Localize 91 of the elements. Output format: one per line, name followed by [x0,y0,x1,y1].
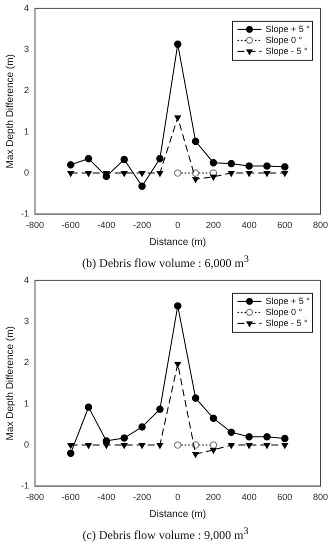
x-tick-label: -600 [62,492,80,502]
point [156,442,164,449]
point [282,442,288,449]
point [174,40,182,48]
x-tick-label: -200 [133,220,152,230]
point [85,170,92,177]
point [174,115,182,122]
point [138,182,146,190]
point [281,163,289,171]
point [210,448,217,454]
x-tick-label: 200 [206,492,221,502]
x-tick-label: 0 [175,492,180,502]
point [103,442,110,449]
y-tick-label: -1 [20,208,29,219]
x-tick-label: -800 [26,220,44,230]
text: (c) Debris flow volume : 9,000 m$^{3}$ [82,525,250,544]
point [120,170,128,177]
point [245,162,253,170]
point [67,442,74,449]
y-tick-label: 0 [24,168,29,178]
x-tick-label: -600 [62,220,80,230]
point [192,394,200,402]
x-tick-label: 600 [277,220,292,230]
point [264,442,270,449]
legend-label: Slope - 5 ° [265,318,308,328]
point [228,442,235,449]
y-tick-label: -1 [20,480,29,491]
point [138,423,146,431]
point [246,442,252,449]
point [282,170,288,177]
y-axis-title: Max Depth Difference (m) [4,326,16,440]
x-tick-label: 400 [242,492,257,502]
point [156,406,164,413]
y-tick-label: 3 [24,44,29,54]
y-tick-label: 4 [24,2,29,13]
x-tick-label: 800 [312,220,328,230]
point [138,442,146,449]
point [192,177,199,183]
point [84,154,92,162]
x-tick-label: 0 [175,220,180,230]
point [246,170,252,177]
x-tick-label: 400 [242,220,257,230]
x-tick-label: 800 [312,492,328,502]
x-tick-label: 600 [277,492,292,502]
y-tick-label: 2 [24,85,29,96]
point [120,156,128,164]
x-tick-label: -400 [97,220,116,230]
point [228,428,235,436]
point [228,160,235,168]
point [84,403,92,411]
point [210,159,218,166]
x-axis-title: Distance (m) [149,508,206,520]
point [120,434,128,442]
point [263,162,271,170]
point [138,170,146,177]
text: (b) Debris flow volume : 6,000 m$^{3}$ [81,253,250,272]
point [174,362,182,368]
point [263,433,271,441]
point [281,434,289,442]
x-tick-label: -800 [26,492,44,502]
legend-label: Slope 0 ° [265,306,303,317]
point [210,414,218,422]
point [174,302,182,310]
x-tick-label: -200 [133,492,152,502]
point [245,433,253,441]
point [66,450,74,457]
legend-label: Slope + 5 ° [265,24,310,34]
x-tick-label: 200 [206,220,221,230]
legend-label: Slope 0 ° [265,34,303,45]
point [156,170,164,177]
y-tick-label: 3 [24,316,29,326]
legend-label: Slope - 5 ° [265,46,308,56]
point [264,170,270,177]
point [120,442,128,449]
y-tick-label: 1 [24,126,29,136]
point [85,442,92,449]
point [192,138,200,146]
point [228,170,235,177]
y-tick-label: 2 [24,357,29,368]
y-tick-label: 0 [24,440,29,450]
legend-label: Slope + 5 ° [265,296,310,306]
point [156,154,164,162]
point [210,174,217,180]
point [67,170,74,177]
point [66,161,74,169]
y-tick-label: 4 [24,274,29,285]
y-axis-title: Max Depth Difference (m) [4,54,16,168]
point [192,452,199,458]
x-tick-label: -400 [97,492,116,502]
y-tick-label: 1 [24,398,29,408]
x-axis-title: Distance (m) [149,236,206,248]
